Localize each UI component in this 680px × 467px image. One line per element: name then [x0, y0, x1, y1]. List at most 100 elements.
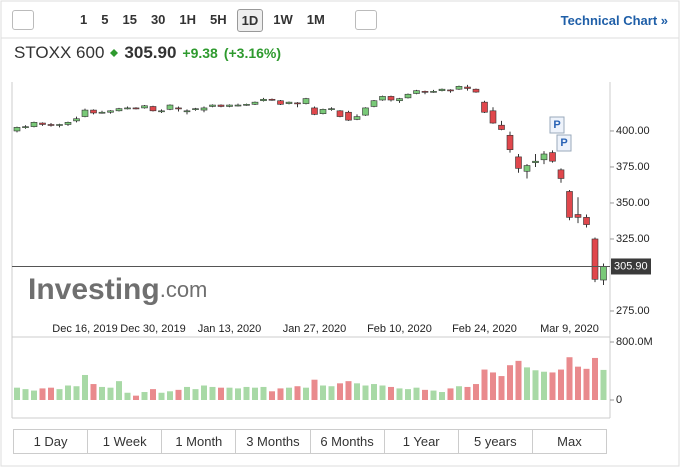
- candle-body: [489, 110, 497, 124]
- range-button[interactable]: 1 Day: [14, 430, 89, 453]
- interval-button[interactable]: 5: [101, 11, 109, 27]
- volume-bar: [99, 386, 105, 400]
- y2-tick-label: 800.0M: [616, 336, 653, 348]
- settings-icon[interactable]: [354, 10, 377, 30]
- x-tick-label: Dec 30, 2019: [120, 323, 185, 335]
- volume-bar: [124, 392, 131, 400]
- volume-bar: [82, 374, 88, 400]
- annotation-box: [556, 134, 572, 152]
- volume-bar: [507, 365, 513, 400]
- candle-body: [243, 104, 250, 106]
- line-icon[interactable]: [44, 10, 66, 30]
- y-tick-label: 350.00: [616, 197, 650, 209]
- candle-body: [209, 104, 216, 107]
- volume-bar: [413, 387, 420, 400]
- volume-bar: [243, 386, 250, 400]
- range-button[interactable]: 3 Months: [236, 430, 311, 453]
- candle-body: [141, 105, 148, 109]
- x-tick-label: Jan 27, 2020: [283, 323, 347, 335]
- volume-bar: [39, 388, 46, 400]
- candle-body: [404, 93, 412, 99]
- header: STOXX 600 305.90 +9.38 (+3.16%): [14, 43, 281, 63]
- candle-body: [22, 126, 29, 128]
- volume-bar: [22, 389, 29, 400]
- range-button[interactable]: 1 Year: [385, 430, 459, 453]
- interval-button[interactable]: 15: [122, 11, 137, 27]
- candle-body: [319, 109, 327, 114]
- candle-body: [39, 122, 46, 125]
- candle-body: [481, 101, 488, 113]
- volume-bar: [320, 385, 326, 400]
- volume-bar: [481, 369, 488, 400]
- change: +9.38: [182, 45, 218, 61]
- range-buttons: 1 Day 1 Week 1 Month 3 Months 6 Months 1 Year…: [13, 429, 607, 454]
- candle-body: [515, 156, 522, 169]
- candle-body: [260, 98, 267, 102]
- candle-body: [277, 100, 284, 105]
- interval-button[interactable]: 5H: [210, 11, 227, 27]
- volume-bar: [303, 387, 309, 400]
- candle-body: [600, 266, 607, 281]
- candle-body: [396, 98, 403, 102]
- interval-button[interactable]: 1H: [179, 11, 197, 27]
- candle-icon[interactable]: [12, 10, 34, 30]
- range-button[interactable]: 1 Week: [88, 430, 163, 453]
- volume-bar: [158, 392, 165, 400]
- candle-body: [149, 106, 157, 112]
- volume-bar: [396, 388, 403, 400]
- interval-button[interactable]: 1D: [236, 8, 264, 32]
- candle-body: [353, 116, 361, 120]
- candle-body: [421, 91, 429, 93]
- interval-button[interactable]: 1W: [273, 11, 293, 27]
- candle-body: [540, 153, 548, 161]
- volume-bar: [133, 395, 139, 400]
- y-tick-label: 400.00: [616, 125, 650, 137]
- candle-body: [226, 104, 233, 107]
- volume-bar: [583, 368, 590, 400]
- candle-body: [166, 104, 174, 110]
- candle-body: [158, 110, 165, 113]
- range-button[interactable]: 5 years: [459, 430, 533, 453]
- volume-bar: [490, 372, 496, 400]
- y2-tick-label: 0: [616, 394, 622, 406]
- range-button[interactable]: 1 Month: [162, 430, 237, 453]
- up-arrow: [110, 49, 119, 57]
- candle-body: [583, 217, 590, 225]
- volume-bar: [175, 389, 182, 400]
- technical-chart-link[interactable]: Technical Chart »: [560, 12, 668, 28]
- candle-body: [124, 107, 131, 110]
- volume-bar: [277, 388, 284, 400]
- volume-bar: [269, 391, 275, 400]
- candle-body: [557, 169, 565, 179]
- range-button[interactable]: Max: [557, 434, 582, 449]
- volume-bar: [354, 383, 360, 400]
- candle-body: [132, 107, 140, 110]
- candle-body: [413, 90, 420, 94]
- candle-body: [506, 134, 514, 150]
- candle-body: [13, 127, 21, 132]
- interval-button[interactable]: 1M: [306, 11, 325, 27]
- range-button[interactable]: 6 Months: [311, 430, 385, 453]
- candle-body: [302, 98, 310, 104]
- volume-bar: [14, 387, 20, 400]
- interval-button[interactable]: 30: [150, 11, 166, 27]
- volume-bar: [379, 385, 386, 400]
- volume-bar: [439, 392, 445, 400]
- candle-body: [81, 109, 89, 117]
- candle-body: [549, 152, 556, 162]
- candle-body: [438, 88, 446, 91]
- candle-body: [430, 91, 437, 93]
- volume-bar: [498, 376, 505, 400]
- volume-bar: [252, 387, 258, 400]
- watermark-name: Investing: [28, 273, 160, 306]
- volume-bar: [558, 369, 564, 400]
- change-pct: (+3.16%): [223, 45, 282, 61]
- volume-bar: [90, 384, 97, 400]
- volume-bar: [286, 387, 292, 400]
- candle-body: [268, 98, 276, 101]
- volume-bar: [405, 389, 411, 400]
- interval-button[interactable]: 1: [80, 11, 88, 27]
- candle-body: [336, 110, 344, 117]
